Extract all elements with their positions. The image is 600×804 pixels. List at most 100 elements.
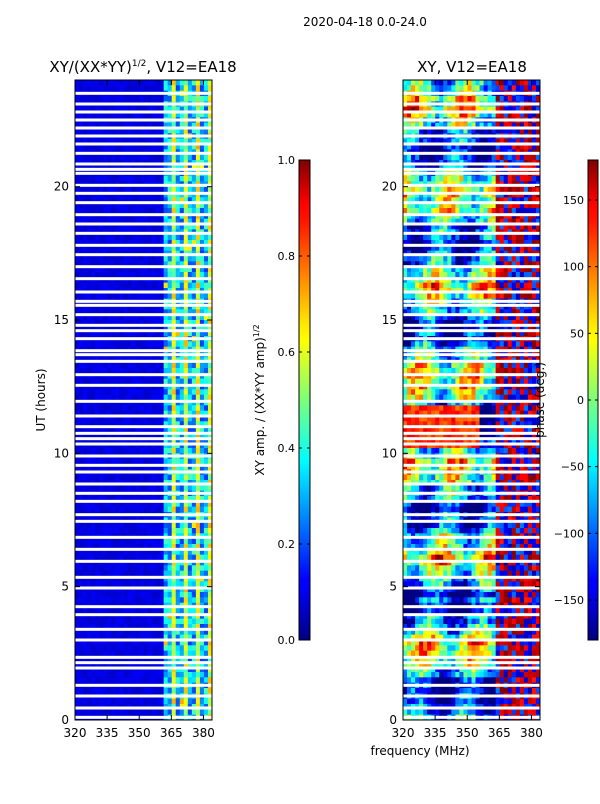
heatmap-cell <box>476 85 480 91</box>
heatmap-cell <box>156 597 160 603</box>
heatmap-cell <box>156 475 160 481</box>
heatmap-cell <box>172 96 176 102</box>
heatmap-cell <box>164 379 168 385</box>
heatmap-cell <box>160 571 164 577</box>
heatmap-cell <box>99 80 103 86</box>
heatmap-cell <box>156 539 160 545</box>
heatmap-cell <box>79 485 83 491</box>
heatmap-cell <box>79 539 83 545</box>
heatmap-cell <box>152 341 156 347</box>
heatmap-cell <box>152 709 156 715</box>
heatmap-cell <box>427 187 431 193</box>
heatmap-cell <box>103 448 107 454</box>
heatmap-cell <box>152 699 156 705</box>
heatmap-cell <box>127 619 131 625</box>
heatmap-cell <box>164 672 168 678</box>
data-gap <box>75 353 212 356</box>
heatmap-cell <box>144 459 148 465</box>
heatmap-cell <box>200 256 204 262</box>
y-tick-label: 15 <box>54 313 69 327</box>
heatmap-cell <box>87 485 91 491</box>
heatmap-cell <box>79 651 83 657</box>
heatmap-cell <box>91 507 95 513</box>
heatmap-cell <box>184 565 188 571</box>
heatmap-cell <box>144 389 148 395</box>
heatmap-cell <box>115 672 119 678</box>
heatmap-cell <box>459 155 463 161</box>
heatmap-cell <box>107 677 111 683</box>
heatmap-cell <box>188 363 192 369</box>
heatmap-cell <box>87 405 91 411</box>
heatmap-cell <box>196 80 200 86</box>
heatmap-cell <box>135 677 139 683</box>
heatmap-cell <box>139 235 143 241</box>
heatmap-cell <box>415 187 419 193</box>
heatmap-cell <box>152 293 156 299</box>
heatmap-cell <box>160 677 164 683</box>
heatmap-cell <box>156 85 160 91</box>
heatmap-cell <box>115 256 119 262</box>
heatmap-cell <box>87 592 91 598</box>
heatmap-cell <box>115 528 119 534</box>
heatmap-cell <box>160 523 164 529</box>
heatmap-cell <box>192 581 196 587</box>
heatmap-cell <box>407 96 411 102</box>
heatmap-cell <box>103 405 107 411</box>
heatmap-cell <box>500 96 504 102</box>
heatmap-cell <box>152 256 156 262</box>
heatmap-cell <box>111 507 115 513</box>
heatmap-cell <box>172 619 176 625</box>
heatmap-cell <box>99 208 103 214</box>
heatmap-cell <box>192 485 196 491</box>
heatmap-cell <box>115 363 119 369</box>
heatmap-cell <box>164 597 168 603</box>
heatmap-cell <box>91 459 95 465</box>
heatmap-cell <box>99 523 103 529</box>
heatmap-cell <box>83 272 87 278</box>
heatmap-cell <box>135 688 139 694</box>
data-gap <box>75 135 212 138</box>
heatmap-cell <box>164 272 168 278</box>
heatmap-cell <box>95 539 99 545</box>
heatmap-cell <box>75 608 79 614</box>
colorbar-tick-label: 0.0 <box>278 634 296 647</box>
heatmap-cell <box>91 709 95 715</box>
heatmap-cell <box>472 176 476 182</box>
heatmap-cell <box>204 485 208 491</box>
heatmap-cell <box>127 565 131 571</box>
heatmap-cell <box>95 597 99 603</box>
heatmap-cell <box>131 208 135 214</box>
heatmap-cell <box>95 379 99 385</box>
heatmap-cell <box>83 645 87 651</box>
heatmap-cell <box>168 155 172 161</box>
heatmap-cell <box>204 677 208 683</box>
heatmap-cell <box>152 235 156 241</box>
heatmap-cell <box>115 80 119 86</box>
heatmap-cell <box>196 283 200 289</box>
heatmap-cell <box>139 283 143 289</box>
heatmap-cell <box>176 581 180 587</box>
data-gap <box>75 184 212 187</box>
heatmap-cell <box>160 448 164 454</box>
heatmap-cell <box>188 709 192 715</box>
heatmap-cell <box>119 485 123 491</box>
heatmap-cell <box>95 448 99 454</box>
heatmap-cell <box>144 571 148 577</box>
heatmap-cell <box>172 208 176 214</box>
heatmap-cell <box>455 96 459 102</box>
heatmap-cell <box>119 256 123 262</box>
heatmap-cell <box>79 363 83 369</box>
heatmap-cell <box>443 96 447 102</box>
heatmap-cell <box>107 581 111 587</box>
heatmap-cell <box>168 651 172 657</box>
heatmap-cell <box>103 709 107 715</box>
heatmap-cell <box>160 256 164 262</box>
heatmap-cell <box>467 155 471 161</box>
heatmap-cell <box>148 485 152 491</box>
heatmap-cell <box>75 709 79 715</box>
heatmap-cell <box>119 379 123 385</box>
heatmap-cell <box>127 459 131 465</box>
heatmap-cell <box>516 96 520 102</box>
heatmap-cell <box>184 672 188 678</box>
heatmap-cell <box>83 507 87 513</box>
